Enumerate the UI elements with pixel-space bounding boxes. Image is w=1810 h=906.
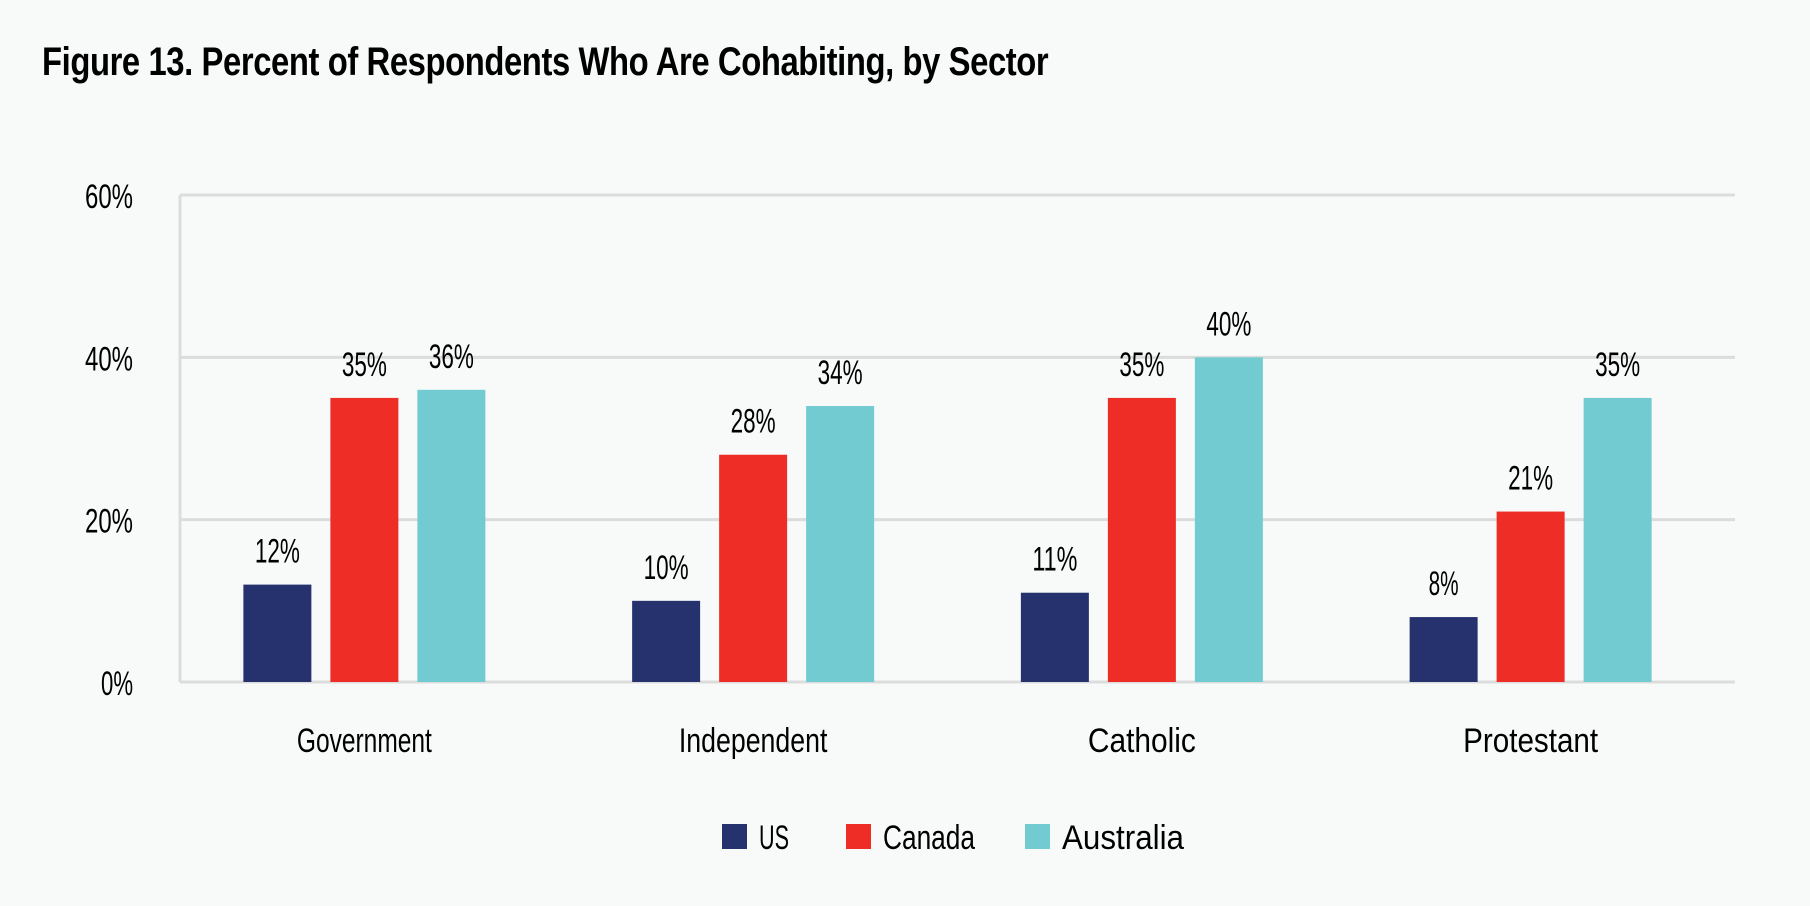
bar-australia-protestant [1583,397,1652,682]
x-category-label: Independent [679,722,828,760]
data-label: 21% [1508,460,1553,498]
x-axis-categories: Government Independent Catholic Protestant [297,722,1599,760]
legend-label: Australia [1062,819,1184,857]
y-tick-label: 40% [85,340,133,378]
legend: US Canada Australia [722,819,1184,857]
bar-us-protestant [1409,617,1478,682]
legend-label: Canada [883,819,975,857]
x-category-label: Government [297,722,432,760]
y-axis-ticks: 0% 20% 40% 60% [85,178,133,703]
legend-item-us: US [722,819,789,857]
bar-us-catholic [1020,592,1089,682]
legend-item-canada: Canada [846,819,975,857]
data-label: 34% [818,354,863,392]
bar-canada-independent [719,454,788,682]
data-label: 35% [342,346,387,384]
legend-swatch [722,824,747,849]
bar-us-government [243,584,312,682]
data-label: 11% [1032,541,1077,579]
bar-us-independent [632,600,701,682]
x-category-label: Catholic [1088,722,1196,760]
y-tick-label: 20% [85,503,133,541]
data-labels: 12% 35% 36% 10% 28% 34% 11% 35% 40% 8% 21% 35% [255,305,1640,603]
data-label: 35% [1595,346,1640,384]
data-label: 10% [644,549,689,587]
data-label: 12% [255,533,300,571]
legend-swatch [1025,824,1050,849]
bar-australia-government [417,389,486,682]
y-tick-label: 60% [85,178,133,216]
chart-title: Figure 13. Percent of Respondents Who Ar… [42,40,1049,84]
bar-australia-catholic [1194,357,1263,682]
data-label: 40% [1206,305,1251,343]
data-label: 36% [429,338,474,376]
bar-canada-government [330,397,399,682]
legend-item-australia: Australia [1025,819,1184,857]
data-label: 35% [1119,346,1164,384]
y-tick-label: 0% [101,665,133,703]
legend-swatch [846,824,871,849]
legend-label: US [759,819,789,857]
bars [243,357,1652,682]
bar-canada-catholic [1107,397,1176,682]
data-label: 8% [1429,565,1459,603]
bar-australia-independent [806,406,875,682]
x-category-label: Protestant [1463,722,1598,760]
data-label: 28% [731,403,776,441]
bar-canada-protestant [1496,511,1565,682]
